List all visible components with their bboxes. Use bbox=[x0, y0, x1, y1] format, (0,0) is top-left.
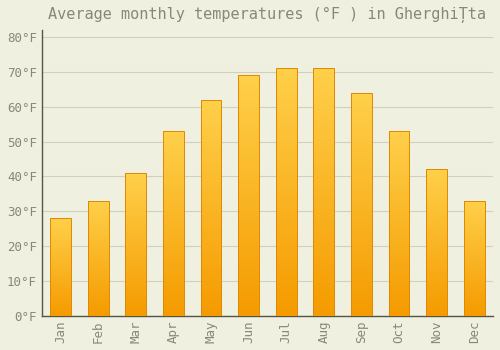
Bar bbox=[126, 173, 146, 316]
Bar bbox=[351, 93, 372, 316]
Bar bbox=[200, 100, 222, 316]
Bar bbox=[163, 131, 184, 316]
Bar bbox=[238, 75, 259, 316]
Bar bbox=[388, 131, 409, 316]
Bar bbox=[50, 218, 71, 316]
Bar bbox=[88, 201, 108, 316]
Bar bbox=[314, 68, 334, 316]
Title: Average monthly temperatures (°F ) in GherghiȚta: Average monthly temperatures (°F ) in Gh… bbox=[48, 7, 486, 23]
Bar bbox=[276, 68, 296, 316]
Bar bbox=[426, 169, 447, 316]
Bar bbox=[464, 201, 484, 316]
